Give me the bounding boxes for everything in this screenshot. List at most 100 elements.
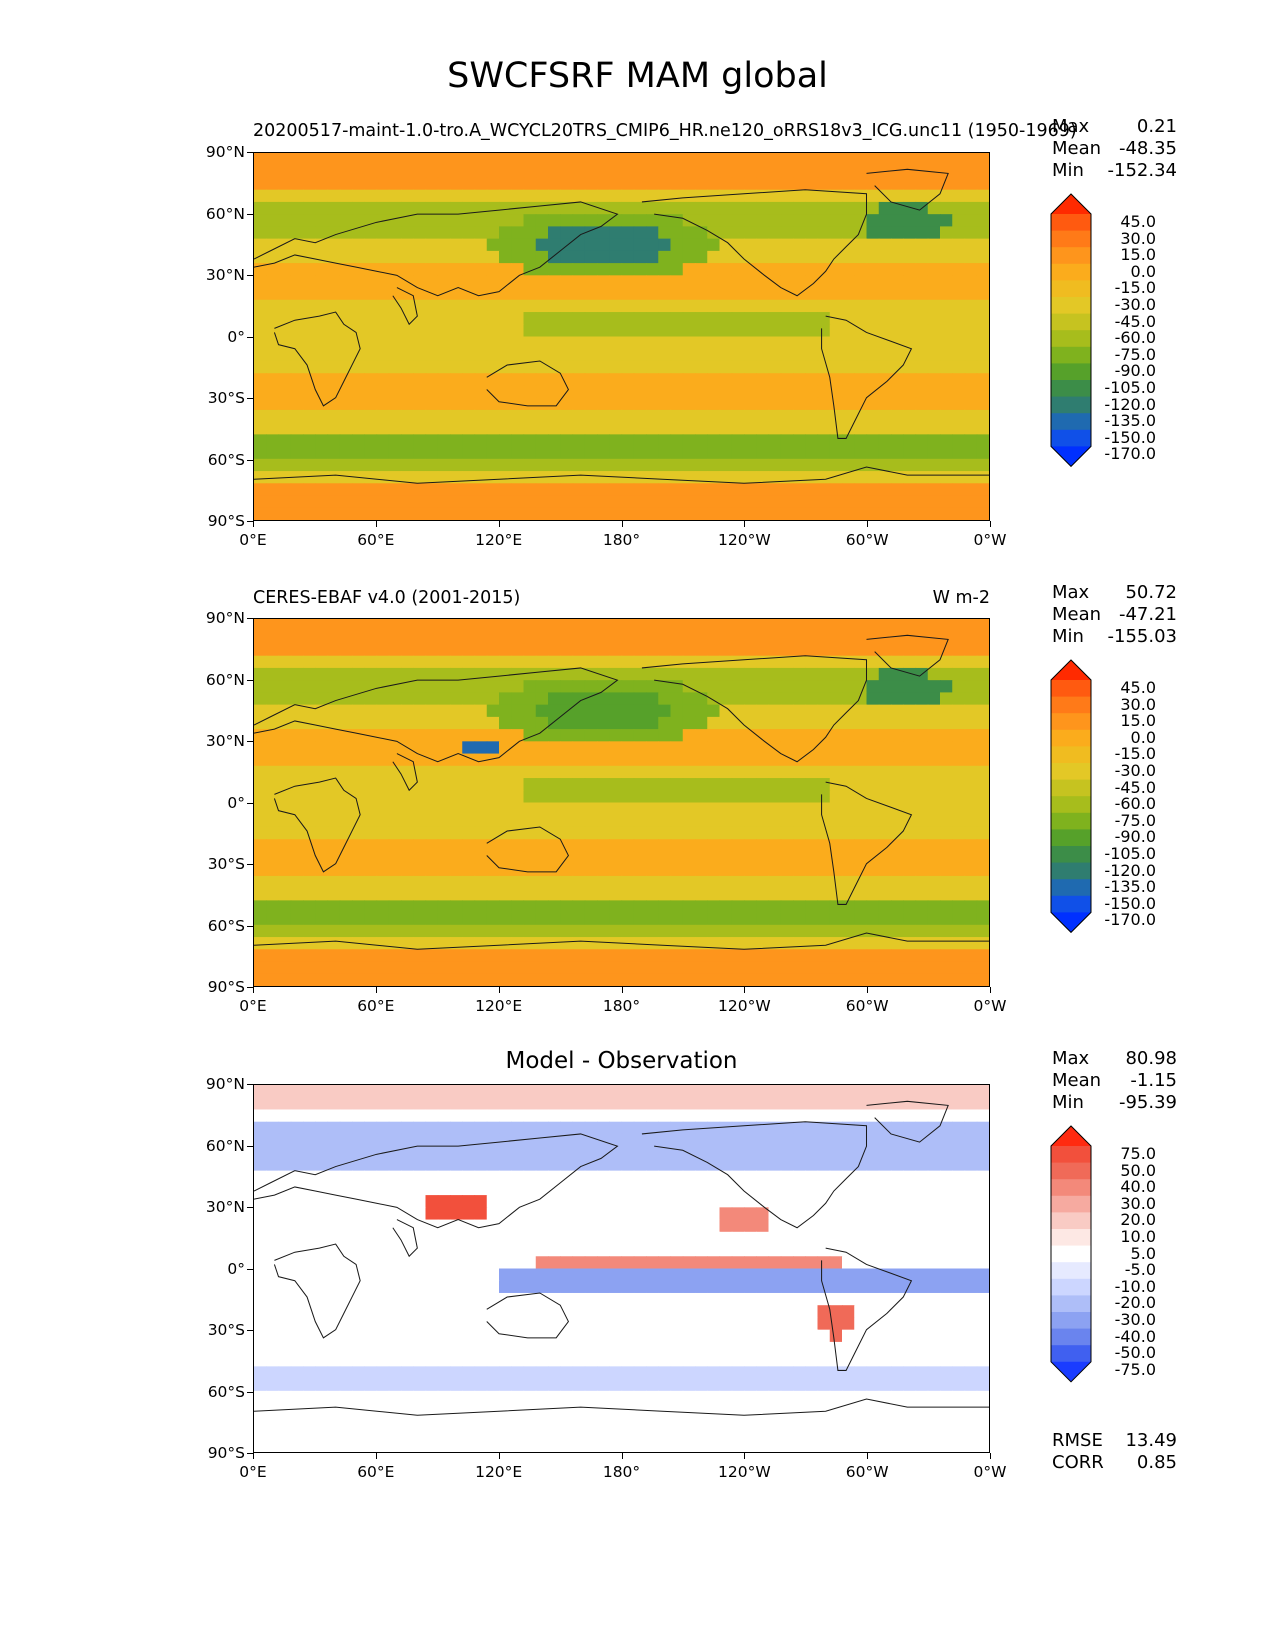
field-cell — [450, 422, 463, 435]
field-cell — [486, 937, 500, 950]
field-cell — [597, 692, 610, 706]
field-cell — [523, 495, 537, 509]
field-cell — [535, 729, 549, 742]
field-cell — [450, 299, 463, 313]
field-cell — [682, 814, 696, 828]
field-cell — [817, 765, 831, 779]
field-cell — [364, 1109, 378, 1123]
field-cell — [572, 973, 586, 986]
field-cell — [633, 312, 647, 325]
field-cell — [413, 753, 427, 767]
field-cell — [670, 1305, 684, 1319]
field-cell — [854, 949, 868, 963]
field-cell — [290, 888, 304, 901]
field-cell — [413, 275, 427, 289]
field-cell — [805, 458, 819, 472]
field-cell — [339, 814, 353, 828]
field-cell — [339, 631, 353, 645]
field-cell — [437, 888, 451, 901]
field-cell — [548, 704, 561, 718]
field-cell — [952, 1268, 966, 1282]
field-cell — [560, 263, 574, 276]
field-cell — [915, 1121, 929, 1135]
field-cell — [768, 397, 782, 411]
field-cell — [854, 1329, 868, 1343]
field-cell — [572, 924, 586, 938]
field-cell — [462, 851, 476, 865]
field-cell — [437, 643, 451, 657]
field-cell — [535, 692, 549, 706]
field-cell — [437, 1268, 451, 1282]
field-cell — [903, 385, 917, 399]
field-cell — [768, 1268, 782, 1282]
field-cell — [854, 1280, 868, 1294]
field-cell — [903, 888, 917, 901]
field-cell — [756, 912, 770, 926]
field-cell — [817, 177, 831, 191]
field-cell — [254, 483, 267, 497]
field-cell — [486, 226, 500, 240]
field-cell — [376, 507, 390, 520]
field-cell — [976, 226, 989, 240]
field-cell — [670, 802, 684, 816]
field-cell — [450, 495, 463, 509]
field-cell — [425, 765, 439, 779]
field-cell — [388, 165, 402, 179]
field-cell — [523, 177, 537, 191]
field-cell — [829, 753, 843, 767]
field-cell — [266, 1268, 280, 1282]
field-cell — [511, 1244, 525, 1257]
field-cell — [842, 655, 855, 669]
field-cell — [584, 888, 598, 901]
field-cell — [376, 1317, 390, 1331]
field-cell — [388, 1097, 402, 1111]
field-cell — [254, 507, 267, 520]
field-cell — [511, 263, 525, 276]
field-cell — [290, 655, 304, 669]
field-cell — [633, 458, 647, 472]
field-cell — [278, 667, 292, 681]
field-cell — [927, 1158, 941, 1172]
field-cell — [633, 778, 647, 791]
field-cell — [486, 790, 500, 804]
field-cell — [303, 790, 316, 804]
field-cell — [695, 214, 708, 228]
field-cell — [658, 201, 672, 215]
panel2-stats: Max 50.72 Mean -47.21 Min -155.03 — [1052, 582, 1177, 648]
field-cell — [927, 275, 941, 289]
field-cell — [915, 153, 929, 166]
field-cell — [535, 765, 549, 779]
field-cell — [695, 153, 708, 166]
field-cell — [646, 1244, 659, 1257]
field-cell — [829, 704, 843, 718]
field-cell — [413, 826, 427, 840]
panel1-stats: Max 0.21 Mean -48.35 Min -152.34 — [1052, 116, 1177, 182]
field-cell — [940, 238, 953, 252]
field-cell — [584, 1305, 598, 1319]
field-cell — [425, 1231, 439, 1245]
field-cell — [756, 1121, 770, 1135]
field-cell — [290, 360, 304, 374]
field-cell — [290, 189, 304, 203]
field-cell — [976, 1244, 989, 1257]
field-cell — [878, 937, 892, 950]
field-cell — [829, 1280, 843, 1294]
field-cell — [376, 778, 390, 791]
field-cell — [976, 336, 989, 350]
field-cell — [290, 434, 304, 448]
field-cell — [842, 875, 855, 889]
field-cell — [450, 1109, 463, 1123]
field-cell — [254, 1268, 267, 1282]
field-cell — [842, 619, 855, 632]
field-cell — [499, 667, 512, 681]
field-cell — [523, 778, 537, 791]
field-cell — [964, 1109, 978, 1123]
field-cell — [670, 1244, 684, 1257]
field-cell — [278, 446, 292, 460]
field-cell — [915, 1317, 929, 1331]
field-cell — [499, 446, 512, 460]
field-cell — [388, 348, 402, 362]
field-cell — [486, 973, 500, 986]
field-cell — [548, 1329, 561, 1343]
field-cell — [523, 1305, 537, 1319]
